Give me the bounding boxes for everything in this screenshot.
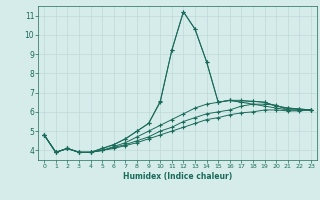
X-axis label: Humidex (Indice chaleur): Humidex (Indice chaleur) [123,172,232,181]
